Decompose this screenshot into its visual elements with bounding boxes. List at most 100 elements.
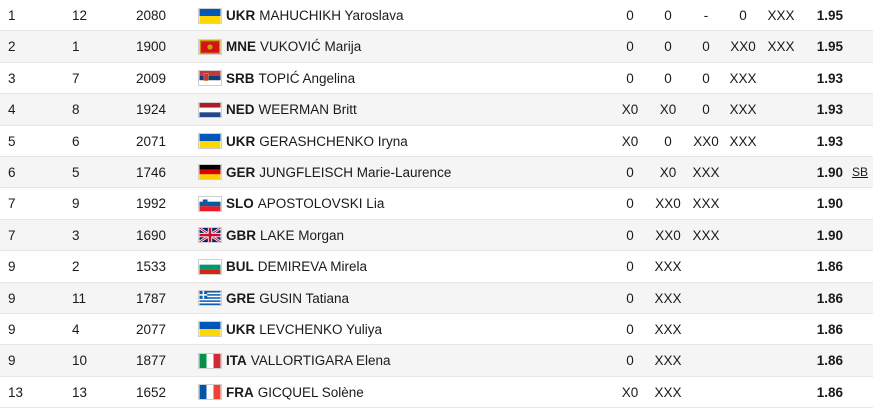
table-row[interactable]: 2 1 1900 MNE VUKOVIĆ Marija 0 0 0 XX0 XX… (0, 31, 873, 63)
athlete-name: DEMIREVA Mirela (257, 259, 368, 275)
table-row[interactable]: 9 2 1533 BUL DEMIREVA Mirela 0 XXX 1.86 (0, 251, 873, 283)
result-mark: 1.86 (816, 321, 843, 337)
athlete[interactable]: FRA GICQUEL Solène (198, 377, 364, 408)
attempt: 0 (626, 227, 634, 243)
attempt: XX0 (655, 196, 681, 212)
athlete[interactable]: UKR GERASHCHENKO Iryna (198, 126, 408, 157)
rank: 4 (8, 102, 16, 118)
attempt (759, 377, 803, 408)
greece-flag (198, 290, 222, 307)
table-row[interactable]: 1 12 2080 UKR MAHUCHIKH Yaroslava 0 0 - … (0, 0, 873, 32)
table-row[interactable]: 4 8 1924 NED WEERMAN Britt X0 X0 0 XXX 1… (0, 94, 873, 126)
rank: 9 (8, 259, 16, 275)
table-row[interactable]: 3 7 2009 SRB TOPIĆ Angelina 0 0 0 XXX 1.… (0, 63, 873, 95)
great-britain-flag (198, 227, 222, 244)
result-mark: 1.86 (816, 259, 843, 275)
athlete[interactable]: UKR MAHUCHIKH Yaroslava (198, 0, 404, 31)
france-flag (198, 384, 222, 401)
attempt (759, 283, 803, 314)
athlete[interactable]: GBR LAKE Morgan (198, 220, 344, 251)
athlete[interactable]: SRB TOPIĆ Angelina (198, 63, 355, 94)
table-row[interactable]: 9 4 2077 UKR LEVCHENKO Yuliya 0 XXX 1.86 (0, 314, 873, 346)
athlete-name: GERASHCHENKO Iryna (259, 133, 408, 149)
attempt: 0 (626, 70, 634, 86)
ukraine-flag (198, 321, 222, 338)
bib-number: 1992 (136, 196, 167, 212)
attempt: XXX (654, 384, 682, 400)
attempt: XXX (729, 102, 757, 118)
noc-code: NED (226, 102, 255, 118)
start-order: 8 (72, 102, 80, 118)
noc-code: UKR (226, 8, 256, 23)
athlete[interactable]: GRE GUSIN Tatiana (198, 283, 349, 314)
athlete[interactable]: UKR LEVCHENKO Yuliya (198, 314, 382, 345)
table-row[interactable]: 9 10 1877 ITA VALLORTIGARA Elena 0 XXX 1… (0, 345, 873, 377)
athlete-name: VALLORTIGARA Elena (250, 353, 391, 369)
bib-number: 2009 (136, 70, 167, 86)
bulgaria-flag (198, 258, 222, 275)
rank: 5 (8, 133, 16, 149)
attempt: XX0 (730, 39, 756, 55)
attempt: 0 (626, 8, 634, 23)
table-row[interactable]: 7 9 1992 SLO APOSTOLOVSKI Lia 0 XX0 XXX … (0, 188, 873, 220)
rank: 3 (8, 70, 16, 86)
table-row[interactable]: 5 6 2071 UKR GERASHCHENKO Iryna X0 0 XX0… (0, 126, 873, 157)
athlete[interactable]: MNE VUKOVIĆ Marija (198, 31, 361, 62)
noc-code: GRE (226, 290, 256, 306)
rank: 9 (8, 290, 16, 306)
noc-code: BUL (226, 259, 254, 275)
result-mark: 1.90 (816, 227, 843, 243)
table-row[interactable]: 13 13 1652 FRA GICQUEL Solène X0 XXX 1.8… (0, 377, 873, 408)
result-mark: 1.93 (816, 70, 843, 86)
attempt: X0 (621, 102, 639, 118)
attempt: - (703, 8, 709, 23)
attempt: XXX (692, 227, 720, 243)
attempt: 0 (664, 8, 672, 23)
result-mark: 1.95 (816, 8, 843, 23)
athlete[interactable]: GER JUNGFLEISCH Marie-Laurence (198, 157, 451, 188)
attempt (759, 94, 803, 125)
start-order: 11 (72, 290, 87, 306)
attempt: XXX (654, 321, 682, 337)
athlete-name: JUNGFLEISCH Marie-Laurence (259, 164, 452, 180)
athlete-name: TOPIĆ Angelina (258, 70, 356, 86)
noc-code: UKR (226, 321, 256, 337)
noc-code: SLO (226, 196, 254, 212)
attempt: XXX (767, 39, 795, 55)
noc-code: FRA (226, 384, 254, 400)
result-mark: 1.86 (816, 384, 843, 400)
result-mark: 1.93 (816, 133, 843, 149)
table-row[interactable]: 6 5 1746 GER JUNGFLEISCH Marie-Laurence … (0, 156, 873, 189)
rank: 13 (8, 384, 24, 400)
netherlands-flag (198, 101, 222, 118)
bib-number: 1533 (136, 259, 167, 275)
rank: 6 (8, 164, 16, 180)
attempt: 0 (626, 290, 634, 306)
record-note[interactable]: SB (852, 164, 869, 179)
bib-number: 2071 (136, 133, 167, 149)
result-mark: 1.90 (816, 196, 843, 212)
bib-number: 1787 (136, 290, 167, 306)
start-order: 9 (72, 196, 80, 212)
start-order: 12 (72, 8, 88, 23)
attempt: XXX (654, 353, 682, 369)
ukraine-flag (198, 133, 222, 150)
athlete[interactable]: ITA VALLORTIGARA Elena (198, 345, 391, 376)
attempt: X0 (659, 164, 677, 180)
athlete[interactable]: SLO APOSTOLOVSKI Lia (198, 188, 384, 219)
noc-code: ITA (226, 353, 247, 369)
athlete[interactable]: BUL DEMIREVA Mirela (198, 251, 367, 282)
attempt (759, 63, 803, 94)
attempt (759, 345, 803, 376)
start-order: 1 (72, 39, 80, 55)
attempt: XXX (729, 70, 757, 86)
germany-flag (198, 164, 222, 181)
athlete[interactable]: NED WEERMAN Britt (198, 94, 357, 125)
table-row[interactable]: 7 3 1690 GBR LAKE Morgan 0 XX0 XXX 1.90 (0, 219, 873, 252)
result-mark: 1.86 (816, 353, 843, 369)
athlete-name: VUKOVIĆ Marija (260, 39, 362, 55)
attempt: 0 (702, 70, 710, 86)
bib-number: 1652 (136, 384, 167, 400)
result-mark: 1.90 (816, 164, 843, 180)
table-row[interactable]: 9 11 1787 GRE GUSIN Tatiana 0 XXX 1.86 (0, 282, 873, 314)
